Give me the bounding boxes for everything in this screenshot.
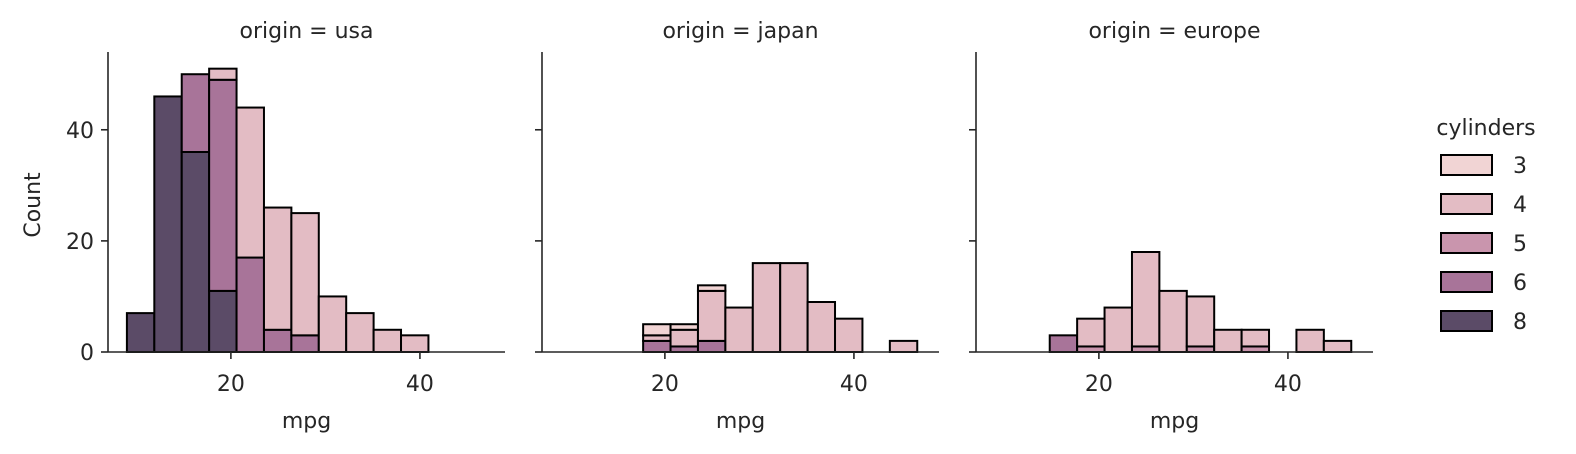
y-tick-label: 0 [80,341,94,366]
legend-swatch-4 [1440,193,1493,215]
legend-swatch-6 [1440,271,1493,293]
y-tick-label: 40 [66,119,94,144]
x-tick-label: 20 [1085,372,1113,397]
legend-title: cylinders [1436,116,1535,141]
bar-4-cyl [1076,317,1106,348]
bar-6-cyl [180,73,211,153]
bar-3-cyl [642,323,672,337]
bar-6-cyl [1048,334,1079,354]
legend-label-5: 5 [1513,232,1527,257]
legend-label-8: 8 [1513,310,1527,335]
bar-8-cyl [180,151,211,353]
x-tick-label: 40 [1274,372,1302,397]
bar-4-cyl [696,289,727,342]
bar-8-cyl [125,312,156,354]
legend-swatch-8 [1440,310,1493,332]
x-axis-label: mpg [282,409,331,434]
bar-6-cyl [208,78,238,292]
legend-label-3: 3 [1513,154,1527,179]
y-tick-label: 20 [66,230,94,255]
legend-swatch-5 [1440,232,1493,254]
legend-swatch-3 [1440,154,1493,176]
bar-4-cyl [1130,251,1161,348]
bar-6-cyl [642,339,672,353]
bar-4-cyl [751,262,782,353]
bar-6-cyl [696,339,727,353]
facet-panel-2: 20 40 mpg origin = europe [969,19,1373,434]
bar-6-cyl [262,328,293,353]
bar-4-cyl [372,328,403,353]
bar-3-cyl [696,284,727,292]
facet-title: origin = europe [1088,19,1260,44]
bar-4-cyl [1322,339,1353,353]
x-tick-label: 20 [651,372,679,397]
bar-4-cyl [290,212,320,337]
bar-4-cyl [208,67,238,81]
bar-8-cyl [153,95,183,353]
facet-panel-0: 0 20 40 20 40 mpg origin = usa [66,19,505,434]
bar-4-cyl [806,301,837,353]
bar-4-cyl [1295,328,1325,353]
bar-3-cyl [669,323,699,331]
bar-4-cyl [724,306,754,353]
facet-panel-1: 20 40 mpg origin = japan [535,19,939,434]
bar-4-cyl [1103,306,1133,353]
bar-4-cyl [262,206,293,331]
bar-4-cyl [834,317,864,353]
bar-4-cyl [1240,328,1271,348]
bar-4-cyl [345,312,375,354]
bar-4-cyl [235,106,265,259]
x-tick-label: 20 [217,372,245,397]
x-axis-label: mpg [1150,409,1199,434]
x-tick-label: 40 [406,372,434,397]
bar-6-cyl [290,334,320,354]
legend-label-4: 4 [1513,193,1527,218]
bar-4-cyl [888,339,919,353]
bar-4-cyl [669,328,699,348]
bar-4-cyl [317,295,348,354]
legend: cylinders 3 4 5 6 8 [1436,116,1535,335]
panels-layer: 0 20 40 20 40 mpg origin = usa 20 40 mpg origin = … [66,19,1373,434]
facet-title: origin = usa [240,19,374,44]
bar-4-cyl [779,262,809,353]
bar-4-cyl [1158,289,1188,353]
bar-4-cyl [1185,295,1216,348]
facet-title: origin = japan [662,19,818,44]
bar-8-cyl [208,289,238,353]
bar-4-cyl [1213,328,1243,353]
bar-6-cyl [235,256,265,353]
x-axis-label: mpg [716,409,765,434]
x-tick-label: 40 [840,372,868,397]
legend-label-6: 6 [1513,271,1527,296]
legend-entries: 3 4 5 6 8 [1440,154,1527,335]
y-axis-label: Count [21,172,46,238]
bar-4-cyl [400,334,430,354]
